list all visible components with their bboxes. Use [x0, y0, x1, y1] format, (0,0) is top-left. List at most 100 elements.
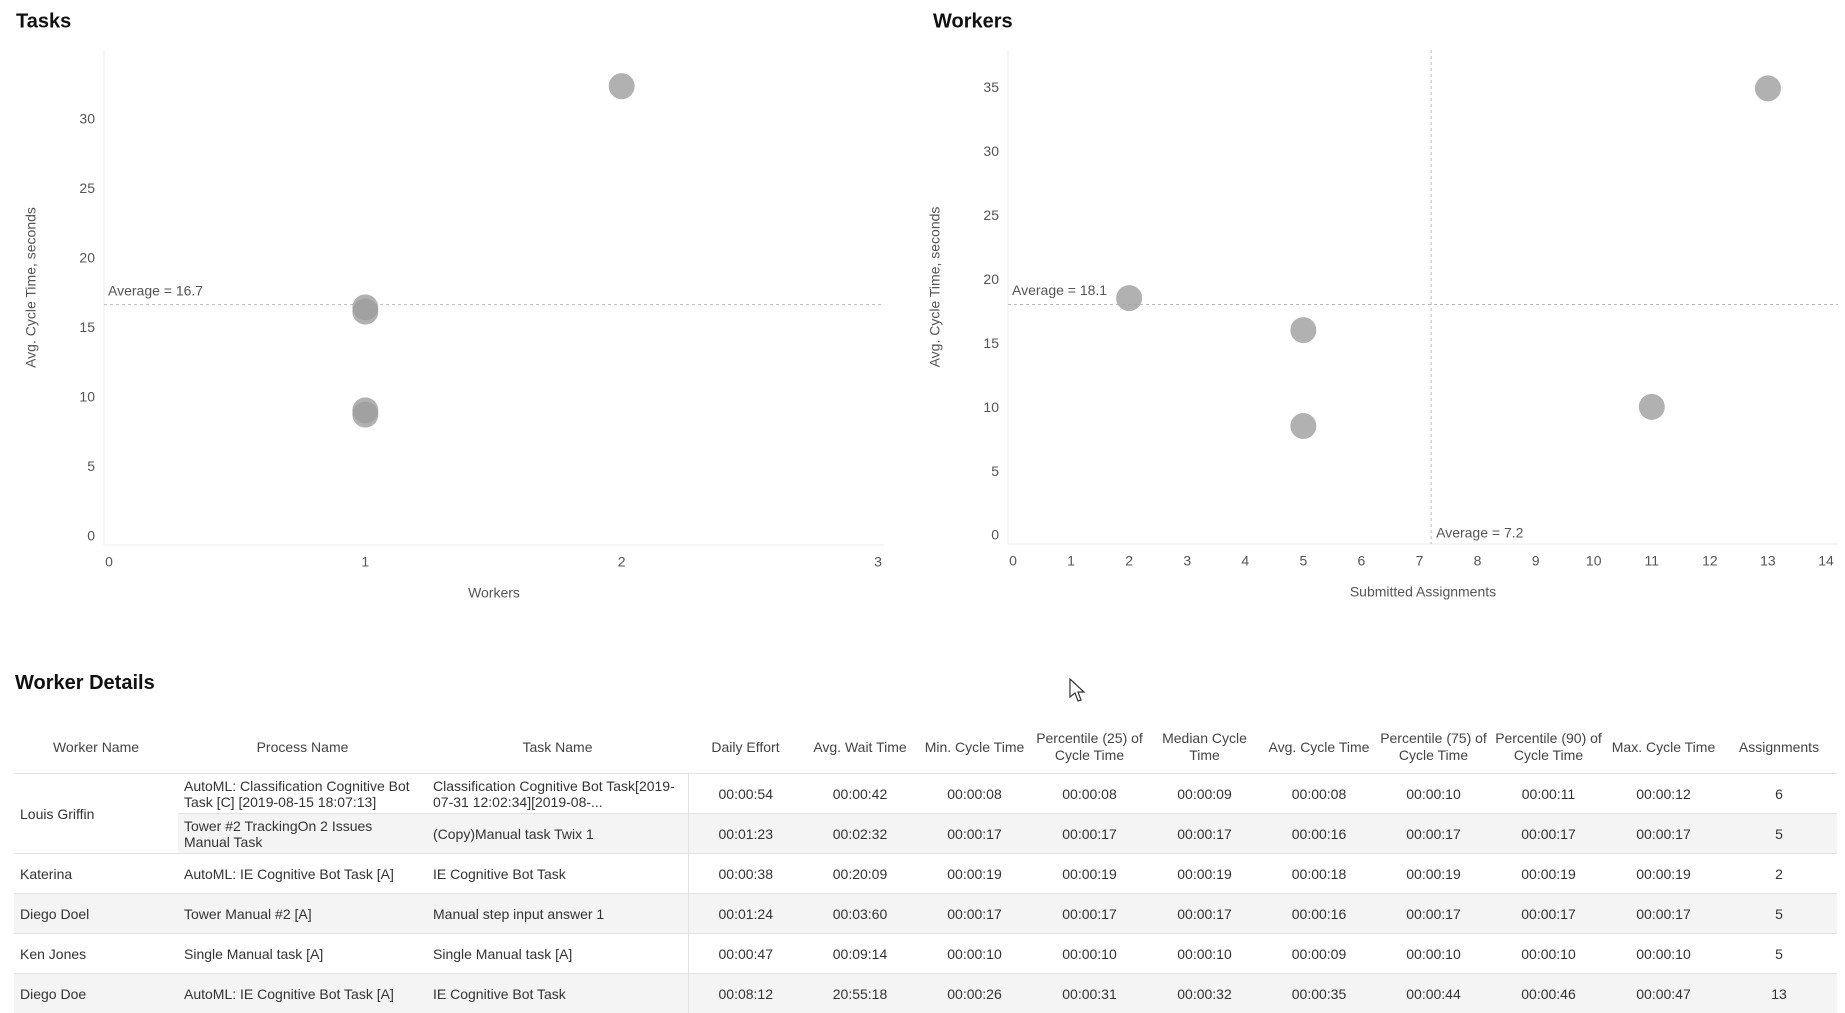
table-cell: 00:00:35 [1262, 974, 1376, 1013]
table-cell: 00:00:26 [917, 974, 1032, 1013]
table-cell: 00:00:17 [1606, 814, 1721, 854]
table-cell: 00:00:10 [1147, 934, 1262, 974]
column-header: Avg. Cycle Time [1262, 721, 1376, 774]
y-tick-label: 0 [991, 527, 999, 543]
table-cell: AutoML: IE Cognitive Bot Task [A] [178, 854, 427, 894]
y-tick-label: 15 [79, 319, 95, 335]
y-tick-label: 20 [79, 249, 95, 265]
x-tick-label: 2 [618, 554, 626, 570]
y-tick-label: 10 [983, 399, 999, 415]
y-tick-label: 10 [79, 389, 95, 405]
x-tick-label: 6 [1358, 553, 1366, 569]
table-cell: 00:00:17 [1147, 814, 1262, 854]
table-cell: 00:00:16 [1262, 894, 1376, 934]
table-cell: 00:00:08 [917, 774, 1032, 814]
table-cell: IE Cognitive Bot Task [427, 854, 688, 894]
column-header: Min. Cycle Time [917, 721, 1032, 774]
x-tick-label: 8 [1474, 553, 1482, 569]
table-cell: 00:00:19 [1606, 854, 1721, 894]
column-header: Worker Name [14, 721, 178, 774]
table-cell: 00:00:19 [917, 854, 1032, 894]
table-cell: 00:00:31 [1032, 974, 1147, 1013]
data-point [1290, 317, 1316, 343]
chart-title: Workers [933, 10, 1013, 32]
x-tick-label: 3 [1183, 553, 1191, 569]
table-cell: 00:00:17 [1032, 814, 1147, 854]
table-cell: 00:00:10 [1491, 934, 1606, 974]
x-tick-label: 1 [361, 554, 369, 570]
column-header: Daily Effort [688, 721, 803, 774]
chart-title: Tasks [16, 10, 71, 32]
column-header: Process Name [178, 721, 427, 774]
table-cell: Single Manual task [A] [427, 934, 688, 974]
table-row: Tower #2 TrackingOn 2 Issues Manual Task… [14, 814, 1837, 854]
x-axis-label: Submitted Assignments [1350, 584, 1496, 600]
table-cell: 00:00:17 [917, 894, 1032, 934]
column-header: Percentile (75) of Cycle Time [1376, 721, 1491, 774]
x-tick-label: 11 [1645, 553, 1660, 569]
y-tick-label: 5 [87, 458, 95, 474]
table-cell: 00:00:32 [1147, 974, 1262, 1013]
table-cell: IE Cognitive Bot Task [427, 974, 688, 1013]
data-point [352, 299, 378, 325]
worker-name: Diego Doe [14, 974, 178, 1013]
table-cell: 00:01:24 [688, 894, 803, 934]
table-cell: 00:01:23 [688, 814, 803, 854]
table-cell: 00:00:10 [1032, 934, 1147, 974]
worker-name: Louis Griffin [14, 774, 178, 854]
table-cell: 00:00:19 [1032, 854, 1147, 894]
table-cell: 00:00:17 [917, 814, 1032, 854]
table-cell: 20:55:18 [803, 974, 917, 1013]
table-cell: 00:00:10 [917, 934, 1032, 974]
column-header: Task Name [427, 721, 688, 774]
x-tick-label: 7 [1416, 553, 1424, 569]
x-tick-label: 4 [1241, 553, 1249, 569]
x-tick-label: 0 [105, 554, 113, 570]
average-label: Average = 16.7 [108, 282, 203, 298]
table-cell: 00:00:19 [1491, 854, 1606, 894]
x-tick-label: 1 [1067, 553, 1075, 569]
table-cell: 00:09:14 [803, 934, 917, 974]
table-cell: 00:00:19 [1376, 854, 1491, 894]
x-tick-label: 3 [874, 554, 882, 570]
table-cell: 00:00:17 [1606, 894, 1721, 934]
table-cell: 00:00:10 [1376, 934, 1491, 974]
table-cell: 00:20:09 [803, 854, 917, 894]
table-cell: 00:00:16 [1262, 814, 1376, 854]
column-header: Median Cycle Time [1147, 721, 1262, 774]
table-cell: 13 [1721, 974, 1837, 1013]
table-cell: Classification Cognitive Bot Task[2019-0… [427, 774, 688, 814]
table-cell: 5 [1721, 894, 1837, 934]
table-cell: 00:00:11 [1491, 774, 1606, 814]
column-header: Assignments [1721, 721, 1837, 774]
column-header: Percentile (90) of Cycle Time [1491, 721, 1606, 774]
data-point [1639, 394, 1665, 420]
y-tick-label: 30 [79, 110, 95, 126]
table-cell: 6 [1721, 774, 1837, 814]
x-tick-label: 10 [1586, 553, 1602, 569]
table-cell: 00:00:19 [1147, 854, 1262, 894]
table-cell: 00:00:17 [1491, 894, 1606, 934]
table-cell: 00:00:44 [1376, 974, 1491, 1013]
worker-name: Ken Jones [14, 934, 178, 974]
table-cell: 00:03:60 [803, 894, 917, 934]
y-tick-label: 5 [991, 463, 999, 479]
table-cell: 00:00:54 [688, 774, 803, 814]
table-cell: 00:00:08 [1032, 774, 1147, 814]
table-cell: 5 [1721, 934, 1837, 974]
table-cell: 00:00:10 [1376, 774, 1491, 814]
y-tick-label: 25 [79, 180, 95, 196]
data-point [1290, 413, 1316, 439]
table-cell: 00:00:17 [1491, 814, 1606, 854]
table-cell: 00:00:17 [1376, 814, 1491, 854]
y-tick-label: 25 [983, 207, 999, 223]
table-cell: 00:00:08 [1262, 774, 1376, 814]
average-label: Average = 7.2 [1436, 525, 1524, 541]
